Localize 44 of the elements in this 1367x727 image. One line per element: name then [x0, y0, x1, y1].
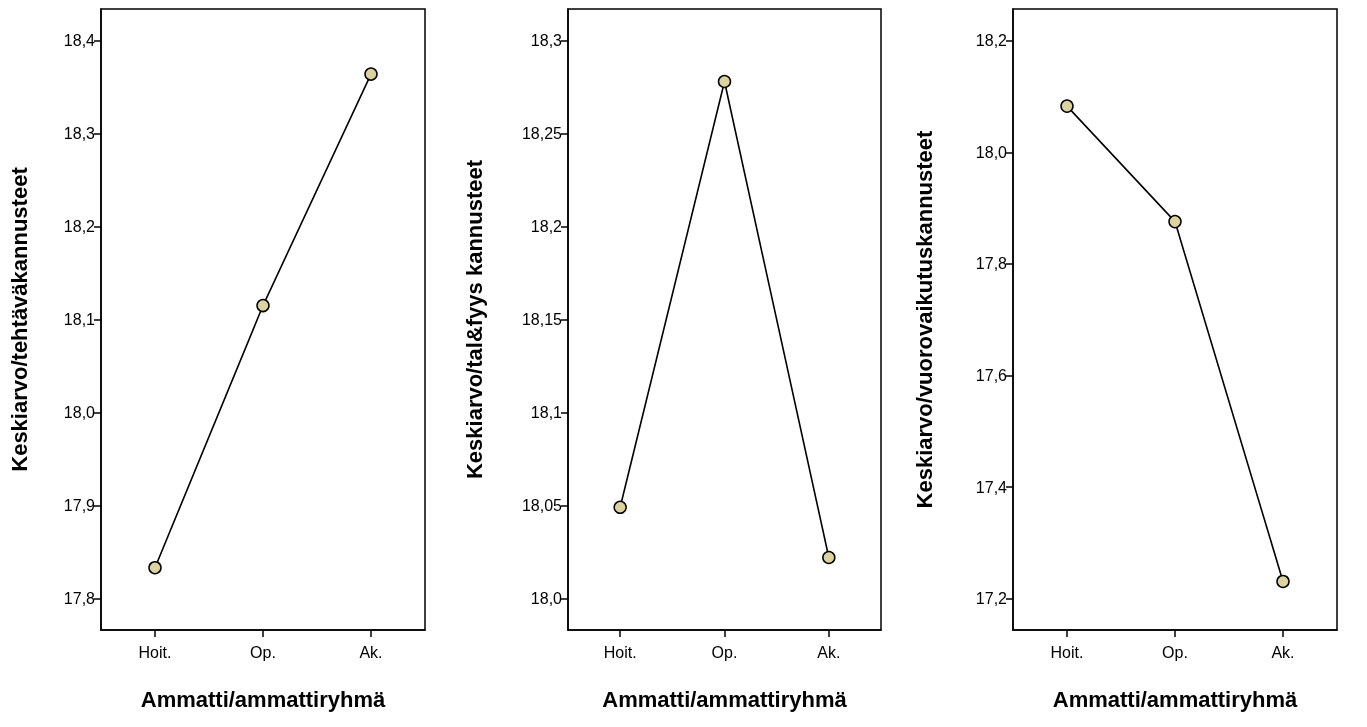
- x-tick-label: Ak.: [359, 643, 383, 661]
- y-tick-label: 17,8: [63, 589, 96, 607]
- x-axis-title: Ammatti/ammattiryhmä: [140, 686, 387, 712]
- point: [364, 67, 378, 81]
- y-tick-label: 18,2: [530, 218, 563, 236]
- y-tick-label: 18,1: [63, 311, 96, 328]
- y-tick-label: 18,2: [63, 218, 96, 236]
- y-tick-label: 17,6: [975, 367, 1008, 385]
- y-tick-label: 17,9: [63, 496, 96, 514]
- point: [1276, 574, 1290, 589]
- y-axis-title: Keskiarvo/tehtäväkannusteet: [6, 166, 32, 472]
- x-tick-label: Ak.: [817, 643, 841, 661]
- x-tick-label: Op.: [250, 643, 276, 661]
- point: [148, 560, 162, 575]
- y-tick-label: 18,1: [530, 403, 563, 421]
- point: [717, 74, 732, 89]
- y-tick-label: 17,8: [975, 255, 1008, 273]
- y-tick-label: 18,0: [975, 143, 1008, 161]
- x-tick-label: Op.: [711, 643, 738, 661]
- point: [1168, 214, 1182, 229]
- y-axis-title: Keskiarvo/vuorovaikutuskannusteet: [911, 129, 937, 509]
- y-axis-title: Keskiarvo/tal&fyys kannusteet: [461, 159, 487, 480]
- x-tick-label: Hoit.: [138, 643, 172, 661]
- point: [1060, 99, 1074, 113]
- point: [613, 500, 627, 515]
- y-tick-label: 17,2: [975, 590, 1008, 608]
- x-axis-title: Ammatti/ammattiryhmä: [1052, 686, 1299, 712]
- point: [822, 550, 836, 565]
- y-tick-label: 18,4: [63, 32, 96, 50]
- y-tick-label: 18,25: [521, 125, 563, 143]
- x-axis-title: Ammatti/ammattiryhmä: [602, 686, 848, 712]
- y-tick-label: 18,0: [63, 403, 96, 421]
- x-tick-label: Hoit.: [1050, 643, 1084, 661]
- y-tick-label: 18,2: [975, 32, 1008, 50]
- y-tick-label: 18,3: [530, 32, 563, 50]
- y-tick-label: 18,15: [521, 311, 563, 328]
- point: [256, 298, 270, 313]
- y-tick-label: 18,0: [530, 589, 563, 607]
- x-tick-label: Ak.: [1271, 643, 1295, 661]
- y-tick-label: 18,3: [63, 125, 96, 143]
- x-tick-label: Op.: [1162, 643, 1188, 661]
- x-tick-label: Hoit.: [603, 643, 637, 661]
- y-tick-label: 18,05: [521, 496, 563, 514]
- y-tick-label: 17,4: [975, 478, 1008, 496]
